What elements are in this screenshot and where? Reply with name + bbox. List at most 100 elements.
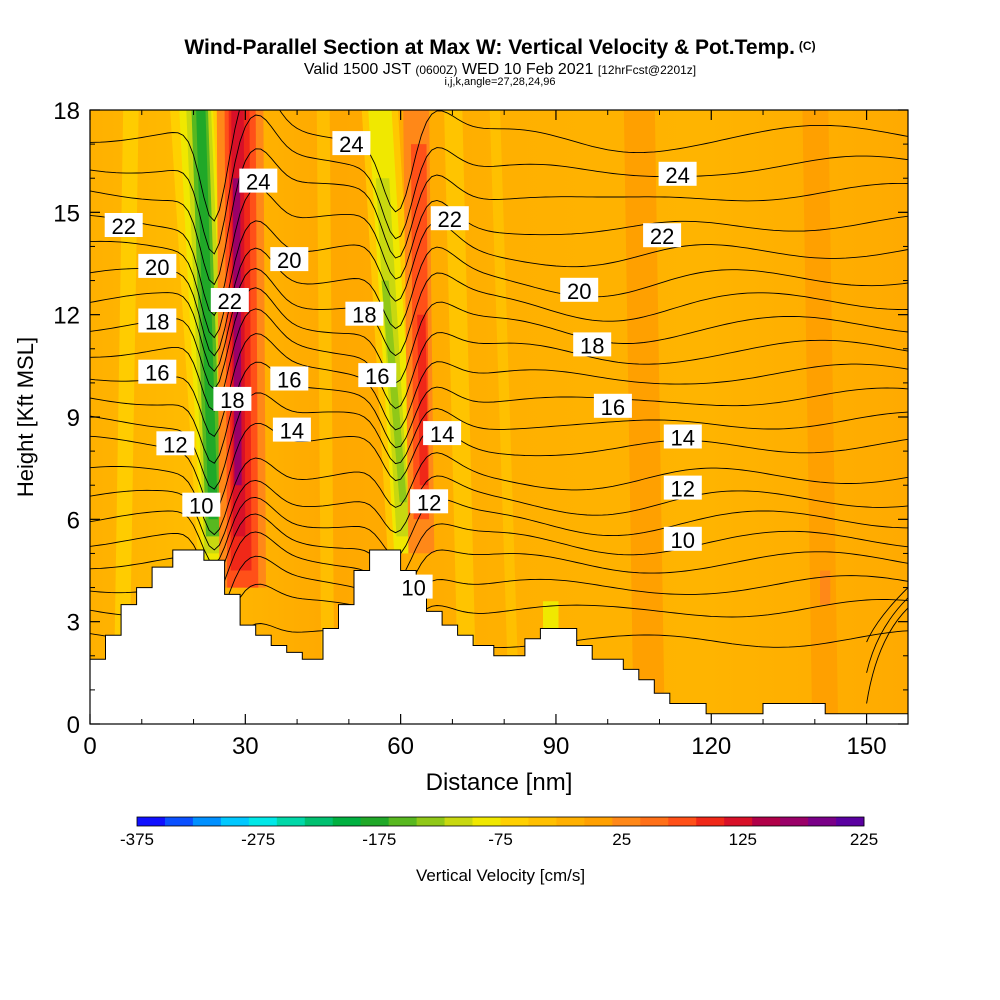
colorbar-swatch	[416, 817, 445, 826]
colorbar-swatch	[808, 817, 837, 826]
svg-text:14: 14	[671, 426, 695, 451]
colorbar-swatch	[640, 817, 669, 826]
contour-label: 12	[410, 489, 449, 515]
x-tick-label: 30	[232, 733, 259, 760]
contour-label: 10	[182, 492, 221, 519]
svg-text:22: 22	[111, 214, 135, 239]
contour-label: 12	[663, 475, 702, 502]
svg-text:20: 20	[145, 255, 169, 280]
svg-text:16: 16	[145, 361, 169, 386]
colorbar-frame	[136, 816, 865, 827]
chart-title: Wind-Parallel Section at Max W: Vertical…	[184, 36, 816, 59]
contour-label: 22	[643, 223, 682, 249]
contour-label: 18	[573, 332, 612, 358]
theta-contour-minor	[90, 188, 908, 317]
contour-label: 16	[138, 359, 177, 386]
x-tick-label: 60	[387, 733, 414, 760]
y-tick-label: 0	[67, 712, 80, 739]
colorbar-tick-label: 225	[850, 830, 878, 849]
svg-text:12: 12	[417, 490, 441, 515]
y-tick-label: 3	[67, 610, 80, 637]
colorbar-swatch	[836, 817, 865, 826]
velocity-band	[113, 110, 139, 724]
colorbar-swatch	[780, 817, 809, 826]
theta-contour-minor	[90, 114, 908, 255]
contour-label: 20	[560, 277, 599, 304]
y-tick-label: 15	[53, 200, 80, 227]
colorbar-swatch	[360, 817, 390, 826]
svg-text:22: 22	[438, 207, 462, 232]
theta-contour-minor	[90, 392, 908, 490]
theta-contour-minor	[90, 110, 908, 222]
svg-text:22: 22	[650, 224, 674, 249]
velocity-band	[489, 110, 520, 724]
contour-label: 18	[213, 386, 252, 413]
velocity-band	[623, 110, 665, 724]
velocity-band	[820, 570, 831, 605]
theta-contour-minor	[90, 246, 908, 357]
contour-label: 22	[104, 213, 143, 239]
colorbar-swatch	[612, 817, 641, 826]
svg-text:18: 18	[580, 333, 604, 358]
theta-contour-minor	[90, 287, 908, 390]
svg-text:10: 10	[401, 576, 425, 601]
colorbar-tick-label: -375	[120, 830, 154, 849]
velocity-band	[543, 601, 559, 629]
contour-label: 18	[345, 301, 384, 328]
contour-label: 16	[358, 363, 397, 389]
svg-text:24: 24	[246, 170, 270, 195]
colorbar-label: Vertical Velocity [cm/s]	[416, 866, 585, 885]
contour-label: 20	[138, 253, 177, 280]
x-tick-label: 120	[691, 733, 731, 760]
colorbar-swatch	[332, 817, 362, 826]
contour-label: 14	[272, 417, 311, 444]
theta-contour-minor	[90, 496, 908, 565]
svg-text:24: 24	[339, 132, 363, 157]
contour-label: 12	[156, 431, 195, 457]
colorbar-swatch	[668, 817, 697, 826]
contour-label: 18	[138, 308, 177, 335]
svg-text:18: 18	[145, 310, 169, 335]
colorbar-tick-label: -175	[362, 830, 396, 849]
colorbar-swatch	[556, 817, 585, 826]
colorbar-swatch	[276, 817, 306, 826]
velocity-band	[316, 110, 335, 724]
colorbar-swatch	[696, 817, 725, 826]
colorbar-tick-label: 125	[729, 830, 757, 849]
theta-contour-20	[90, 267, 908, 373]
svg-text:14: 14	[280, 419, 304, 444]
y-tick-label: 6	[67, 507, 80, 534]
svg-text:24: 24	[665, 163, 689, 188]
colorbar-tick-label: 25	[612, 830, 631, 849]
x-axis-label: Distance [nm]	[426, 769, 573, 796]
colorbar-swatch	[137, 817, 166, 826]
colorbar-tick-label: -275	[241, 830, 275, 849]
colorbar-swatch	[528, 817, 557, 826]
svg-text:16: 16	[365, 364, 389, 389]
contour-label: 20	[270, 247, 309, 273]
colorbar-swatch	[220, 817, 250, 826]
theta-contour-minor	[866, 597, 908, 673]
colorbar-swatch	[248, 817, 278, 826]
x-tick-label: 90	[543, 733, 570, 760]
y-axis-label: Height [Kft MSL]	[13, 337, 38, 497]
theta-contour-minor	[90, 513, 908, 581]
contour-label: 10	[394, 574, 433, 601]
y-tick-label: 9	[67, 405, 80, 432]
contour-label: 22	[210, 288, 249, 314]
svg-text:12: 12	[163, 432, 187, 457]
velocity-band	[444, 110, 477, 724]
svg-text:10: 10	[189, 494, 213, 519]
theta-contour-24	[90, 148, 908, 286]
colorbar-swatch	[584, 817, 613, 826]
svg-text:20: 20	[567, 279, 591, 304]
svg-text:18: 18	[352, 303, 376, 328]
svg-text:22: 22	[218, 289, 242, 314]
chart-indices: i,j,k,angle=27,28,24,96	[444, 76, 556, 88]
x-tick-label: 0	[83, 733, 96, 760]
theta-contour-minor	[866, 587, 908, 643]
colorbar-swatch	[192, 817, 222, 826]
velocity-band	[196, 110, 218, 520]
